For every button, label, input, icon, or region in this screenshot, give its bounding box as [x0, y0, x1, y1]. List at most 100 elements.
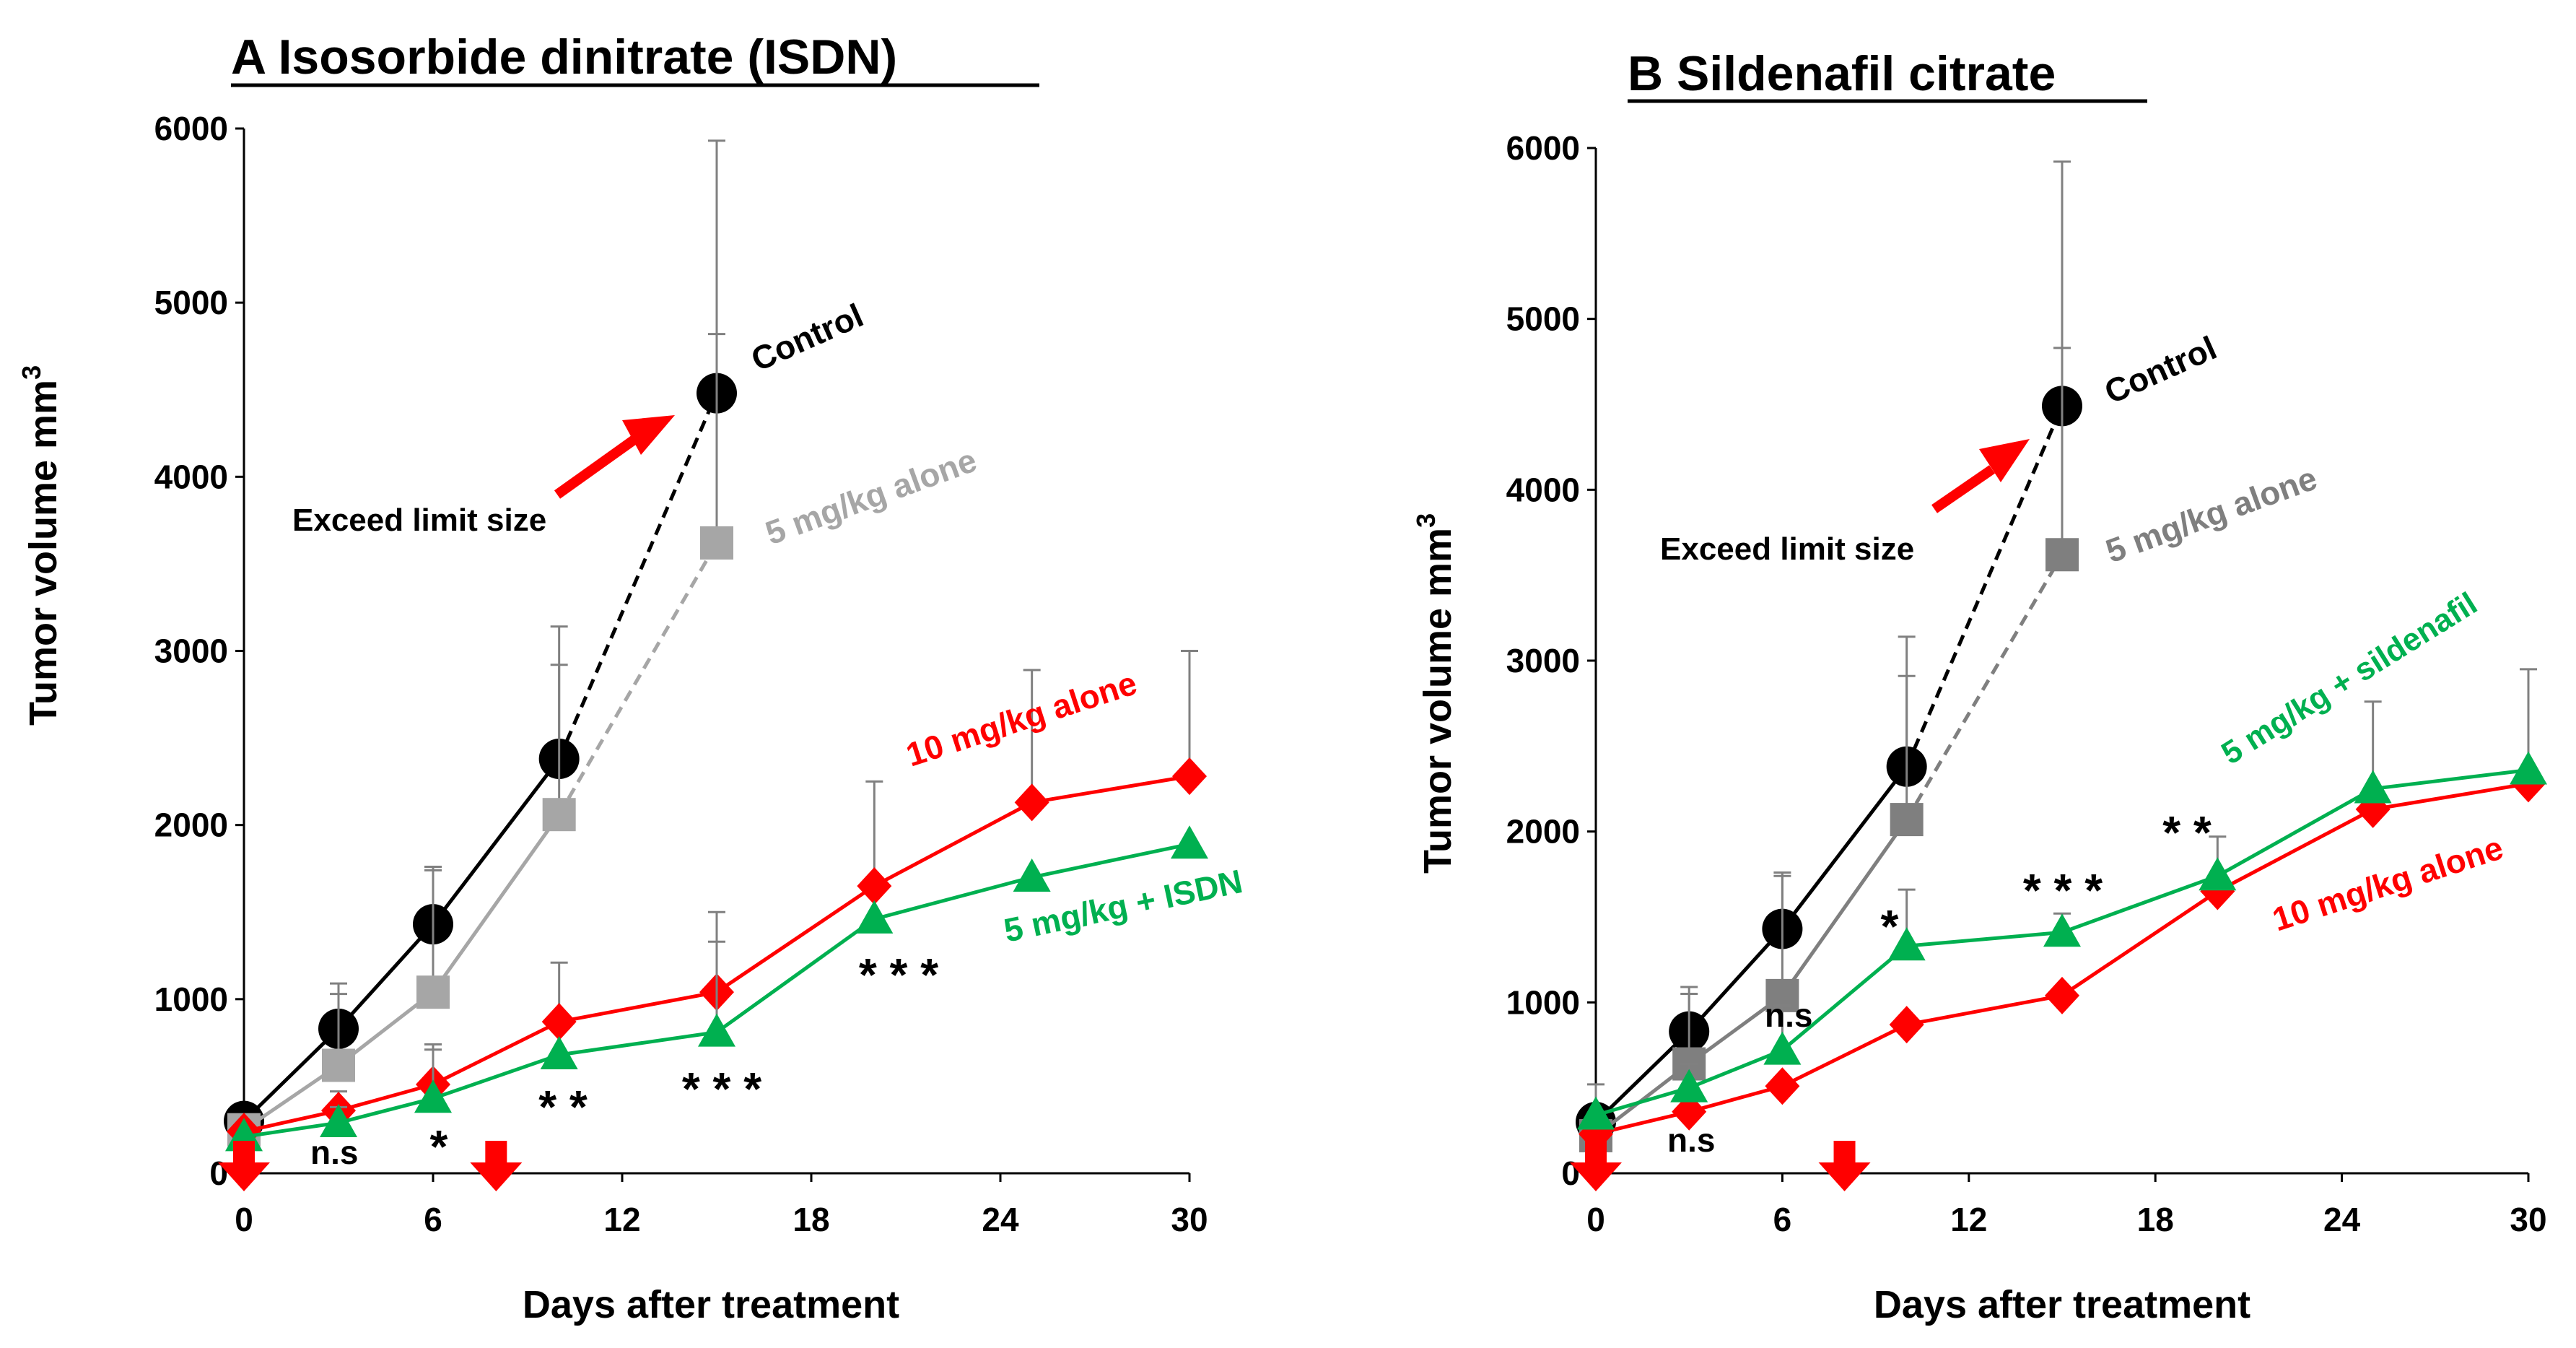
panel-a-marker-triangle: [320, 1104, 357, 1138]
panel-b-xtick-label: 24: [2323, 1201, 2361, 1238]
panel-a-series-segment: [337, 923, 435, 1030]
panel-a-sig-day10: * *: [538, 1081, 588, 1133]
panel-b-series-segment: [1688, 1048, 1783, 1090]
panel-a-treatment-arrow-head: [218, 1162, 270, 1191]
panel-a-title: A Isosorbide dinitrate (ISDN): [231, 30, 897, 84]
panel-a-series-label-10mgkg-alone: 10 mg/kg alone: [901, 664, 1141, 773]
panel-a-y-axis-label: Tumor volume mm3: [17, 365, 65, 726]
panel-b-marker-triangle: [2043, 913, 2081, 947]
panel-b-ylabel-text: Tumor volume mm: [1416, 528, 1459, 874]
panel-a-series-segment: [432, 1019, 560, 1087]
panel-a-marker-diamond: [541, 1003, 577, 1041]
panel-b-series-segment: [1906, 993, 2063, 1027]
panel-b-series-segment: [1906, 930, 2063, 948]
panel-a-ylabel-text: Tumor volume mm: [22, 380, 65, 726]
panel-a-series-segment: [243, 1121, 339, 1139]
panel-b-marker-triangle: [1763, 1031, 1802, 1065]
panel-a-sig-day15: * * *: [682, 1063, 761, 1115]
panel-b-ytick-label: 3000: [1506, 642, 1580, 679]
panel-a-marker-square: [322, 1048, 355, 1082]
panel-b-marker-diamond: [1672, 1092, 1707, 1131]
panel-b-series-2: [1579, 765, 2546, 1153]
panel-a-xtick-label: 24: [982, 1201, 1019, 1238]
panel-b: B Sildenafil citrate Tumor volume mm3 Da…: [1411, 46, 2547, 1326]
panel-a-ytick-label: 2000: [154, 806, 228, 844]
panel-a-ticks: 0 1000 2000 3000 4000 5000 6000 0 6 12 18 24 30: [154, 110, 1208, 1238]
panel-b-marker-triangle: [2199, 857, 2237, 891]
panel-b-xtick-label: 12: [1950, 1201, 1987, 1238]
panel-b-series-segment: [1688, 1084, 1783, 1114]
panel-a-xtick-label: 6: [424, 1201, 442, 1238]
panel-b-xtick-label: 6: [1773, 1201, 1792, 1238]
panel-b-series-segment: [1781, 944, 1908, 1052]
panel-a-series-segment: [557, 392, 719, 760]
panel-b-xtick-label: 0: [1586, 1201, 1605, 1238]
panel-a-marker-triangle: [855, 900, 894, 934]
panel-b-ytick-label: 4000: [1506, 471, 1580, 508]
panel-a-ytick-label: 5000: [154, 284, 228, 321]
panel-b-series-segment: [2372, 781, 2529, 812]
svg-text:Tumor volume mm3: Tumor volume mm3: [1411, 513, 1459, 874]
panel-a-marker-diamond: [1014, 783, 1049, 822]
panel-a-exceed-arrow: [554, 415, 675, 499]
panel-a-series-segment: [432, 757, 561, 926]
panel-b-series-segment: [2217, 807, 2374, 893]
panel-a-series-segment: [431, 813, 561, 993]
panel-b-ytick-label: 1000: [1506, 983, 1580, 1021]
panel-b-series-segment: [1595, 1086, 1690, 1117]
panel-b-series: [1576, 160, 2547, 1153]
panel-a-series-segment: [432, 1053, 560, 1100]
panel-a-series-1: [227, 333, 733, 1147]
panel-a-marker-square: [542, 798, 576, 832]
panel-a-marker-square: [700, 526, 733, 560]
panel-b-marker-diamond: [1889, 1006, 1924, 1044]
panel-b-series-segment: [1594, 1030, 1690, 1123]
panel-b-marker-triangle: [1670, 1069, 1708, 1103]
panel-a-series-label-5mgkg-alone: 5 mg/kg alone: [761, 441, 982, 552]
panel-b-series-segment: [1595, 1110, 1690, 1136]
panel-a-series: [224, 139, 1208, 1152]
panel-b-y-axis-label: Tumor volume mm3: [1411, 513, 1459, 874]
panel-b-exceed-limit-label: Exceed limit size: [1660, 531, 1914, 567]
panel-b-ytick-label: 6000: [1506, 129, 1580, 167]
panel-b-series-segment: [1781, 1022, 1908, 1088]
panel-a-series-segment: [715, 884, 876, 994]
panel-b-exceed-arrow: [1931, 439, 2030, 513]
panel-b-marker-triangle: [2510, 751, 2547, 785]
panel-b-sig-day10: *: [1881, 900, 1899, 952]
panel-a-ytick-label: 3000: [154, 632, 228, 670]
panel-a-series-segment: [715, 917, 876, 1034]
panel-b-series-segment: [1905, 554, 2064, 821]
panel-b-ytick-label: 0: [1561, 1155, 1580, 1192]
panel-b-x-axis-label: Days after treatment: [1874, 1283, 2250, 1326]
panel-a-ytick-label: 4000: [154, 458, 228, 495]
panel-a-marker-diamond: [857, 867, 892, 905]
panel-a-series-0: [224, 139, 737, 1142]
panel-b-series-segment: [1688, 927, 1784, 1033]
panel-a-series-segment: [559, 1030, 717, 1057]
panel-a-xtick-label: 12: [603, 1201, 640, 1238]
panel-b-series-segment: [2061, 874, 2219, 934]
panel-b-ticks: 0 1000 2000 3000 4000 5000 6000 0 6 12 18 24 30: [1506, 129, 2547, 1238]
panel-a-sig-day6: *: [430, 1121, 448, 1173]
panel-a-ylabel-sup: 3: [17, 365, 46, 380]
panel-b-ytick-label: 5000: [1506, 300, 1580, 338]
panel-b-series-segment: [1781, 765, 1908, 931]
panel-a-series-segment: [559, 990, 717, 1024]
panel-b-marker-diamond: [1765, 1067, 1800, 1105]
panel-b-series-label-control: Control: [2099, 329, 2222, 411]
panel-b-marker-triangle: [2354, 770, 2392, 804]
panel-b-marker-triangle: [1577, 1096, 1615, 1130]
panel-b-marker-triangle: [1887, 927, 1926, 961]
panel-b-series-3: [1577, 668, 2547, 1130]
panel-b-xtick-label: 30: [2510, 1201, 2546, 1238]
panel-a-xtick-label: 30: [1171, 1201, 1208, 1238]
panel-a-series-segment: [1031, 842, 1190, 879]
panel-a-ytick-label: 1000: [154, 980, 228, 1018]
panel-a-ytick-label: 6000: [154, 110, 228, 147]
panel-a-marker-triangle: [540, 1036, 578, 1070]
panel-b-ytick-label: 2000: [1506, 813, 1580, 851]
panel-b-sig-day6: n.s: [1765, 996, 1812, 1034]
panel-a-series-segment: [873, 875, 1033, 921]
